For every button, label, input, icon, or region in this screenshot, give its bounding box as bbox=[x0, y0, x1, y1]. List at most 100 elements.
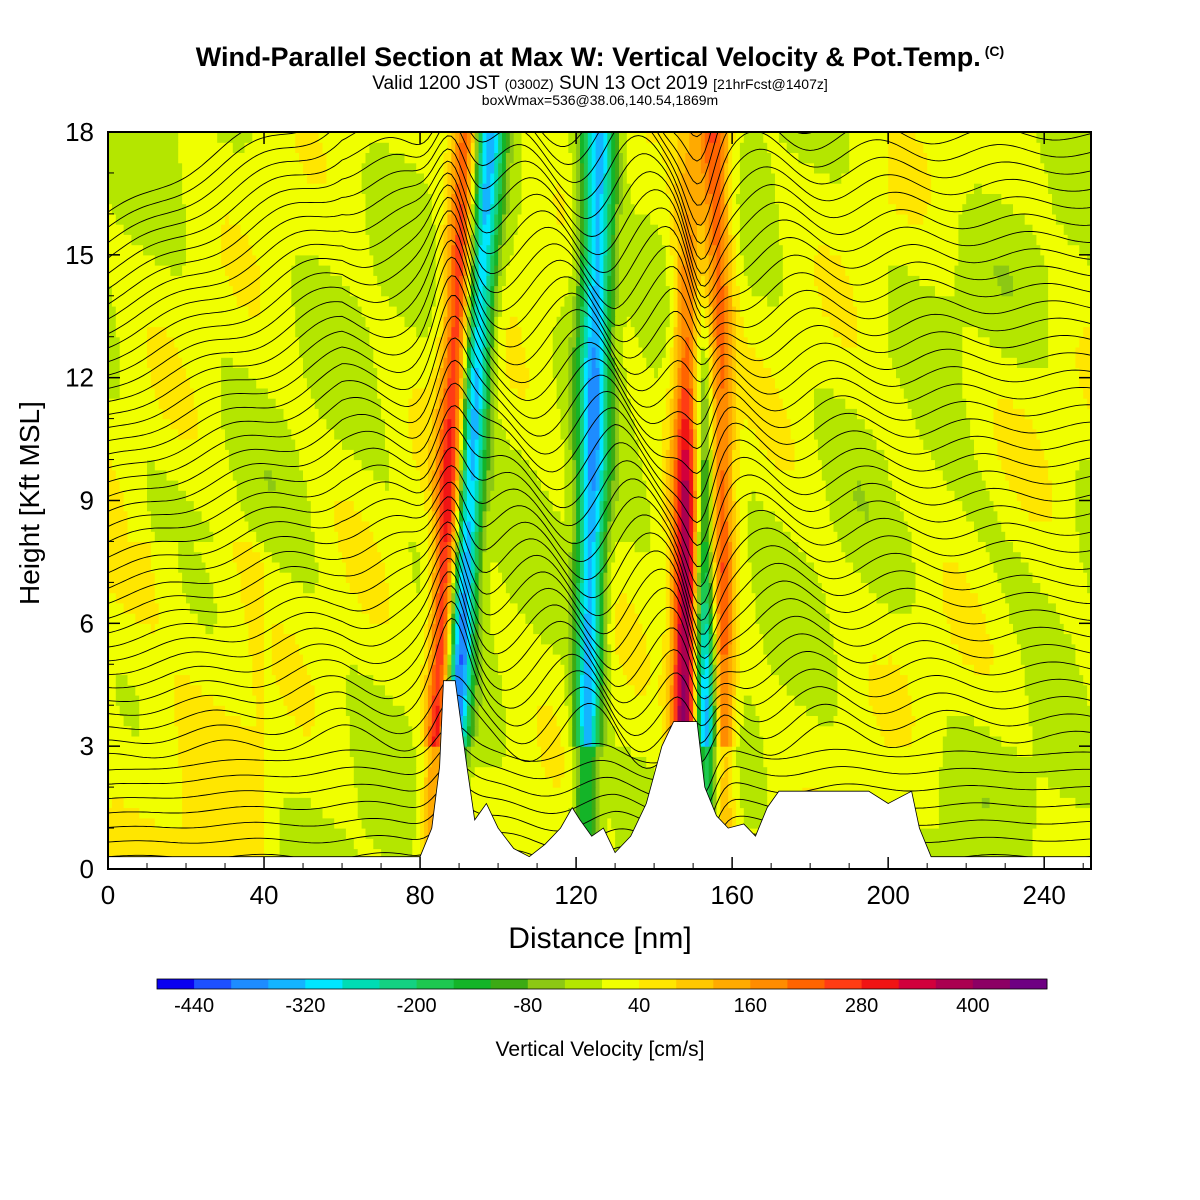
colorbar-swatch bbox=[861, 979, 900, 989]
velocity-cell bbox=[720, 797, 729, 809]
velocity-cell bbox=[470, 735, 476, 747]
velocity-cell bbox=[377, 377, 429, 389]
velocity-cell bbox=[673, 664, 679, 676]
velocity-cell bbox=[1087, 582, 1091, 594]
velocity-cell bbox=[669, 572, 675, 583]
velocity-cell bbox=[837, 654, 874, 665]
velocity-cell bbox=[186, 213, 226, 225]
velocity-cell bbox=[689, 418, 694, 430]
velocity-cell bbox=[583, 183, 589, 194]
velocity-cell bbox=[178, 725, 265, 737]
velocity-cell bbox=[716, 756, 721, 768]
velocity-cell bbox=[470, 398, 476, 409]
velocity-cell bbox=[583, 367, 589, 379]
velocity-cell bbox=[517, 316, 558, 328]
velocity-cell bbox=[361, 172, 425, 184]
velocity-cell bbox=[470, 306, 476, 317]
velocity-cell bbox=[486, 500, 491, 512]
velocity-cell bbox=[677, 623, 682, 635]
velocity-cell bbox=[732, 787, 741, 798]
velocity-cell bbox=[966, 572, 998, 583]
velocity-cell bbox=[443, 336, 448, 348]
velocity-cell bbox=[759, 623, 831, 635]
velocity-cell bbox=[466, 592, 472, 604]
velocity-cell bbox=[611, 582, 667, 594]
velocity-cell bbox=[927, 152, 1041, 164]
velocity-cell bbox=[607, 193, 612, 205]
velocity-cell bbox=[677, 684, 682, 696]
velocity-cell bbox=[466, 705, 472, 716]
velocity-cell bbox=[673, 602, 679, 614]
velocity-cell bbox=[478, 172, 484, 184]
velocity-cell bbox=[607, 408, 612, 420]
velocity-cell bbox=[669, 705, 675, 716]
isentrope-line bbox=[108, 224, 1091, 402]
velocity-cell bbox=[619, 234, 663, 246]
velocity-cell bbox=[486, 142, 495, 153]
velocity-cell bbox=[154, 459, 230, 471]
velocity-cell bbox=[888, 306, 1049, 317]
velocity-cell bbox=[568, 674, 573, 686]
velocity-cell bbox=[673, 387, 679, 399]
velocity-cell bbox=[147, 500, 195, 512]
velocity-cell bbox=[576, 572, 581, 583]
velocity-cell bbox=[946, 613, 987, 624]
velocity-cell bbox=[872, 705, 913, 716]
velocity-cell bbox=[361, 510, 429, 522]
velocity-cell bbox=[591, 480, 597, 491]
velocity-cell bbox=[486, 490, 491, 502]
velocity-cell bbox=[673, 295, 679, 307]
velocity-cell bbox=[736, 254, 745, 266]
velocity-cell bbox=[451, 480, 456, 491]
velocity-cell bbox=[599, 531, 604, 542]
velocity-cell bbox=[677, 387, 682, 399]
velocity-cell bbox=[607, 275, 612, 287]
velocity-cell bbox=[700, 428, 710, 440]
velocity-cell bbox=[685, 234, 694, 246]
velocity-cell bbox=[564, 439, 569, 450]
velocity-cell bbox=[728, 633, 733, 645]
velocity-cell bbox=[896, 490, 956, 502]
velocity-cell bbox=[580, 582, 585, 594]
velocity-cell bbox=[470, 705, 476, 716]
velocity-cell bbox=[580, 162, 585, 174]
velocity-cell bbox=[463, 551, 472, 563]
velocity-cell bbox=[568, 275, 577, 287]
velocity-cell bbox=[189, 602, 218, 614]
velocity-cell bbox=[720, 715, 729, 727]
velocity-cell bbox=[681, 275, 694, 287]
velocity-cell bbox=[739, 766, 768, 778]
colorbar-swatch bbox=[935, 979, 974, 989]
velocity-cell bbox=[693, 398, 698, 409]
velocity-cell bbox=[677, 480, 682, 491]
velocity-cell bbox=[470, 295, 476, 307]
velocity-cell bbox=[1028, 705, 1091, 716]
velocity-cell bbox=[615, 295, 620, 307]
velocity-cell bbox=[513, 152, 523, 164]
isentrope-line bbox=[108, 132, 1091, 290]
velocity-cell bbox=[857, 408, 913, 420]
velocity-cell bbox=[736, 684, 788, 696]
velocity-cell bbox=[451, 613, 456, 624]
velocity-cell bbox=[595, 633, 601, 645]
velocity-cell bbox=[677, 336, 682, 348]
velocity-cell bbox=[732, 357, 737, 368]
velocity-cell bbox=[447, 377, 456, 389]
colorbar-swatch bbox=[194, 979, 232, 989]
velocity-cell bbox=[704, 725, 710, 737]
velocity-cell bbox=[693, 326, 698, 338]
velocity-cell bbox=[989, 725, 1034, 737]
velocity-cell bbox=[474, 316, 480, 328]
velocity-cell bbox=[221, 418, 288, 430]
velocity-cell bbox=[353, 766, 417, 778]
velocity-cell bbox=[111, 295, 238, 307]
velocity-cell bbox=[720, 275, 725, 287]
velocity-cell bbox=[474, 582, 480, 594]
velocity-cell bbox=[474, 510, 480, 522]
velocity-cell bbox=[494, 275, 499, 287]
velocity-cell bbox=[537, 705, 554, 716]
velocity-cell bbox=[568, 336, 577, 348]
velocity-cell bbox=[907, 521, 975, 532]
velocity-cell bbox=[147, 459, 156, 471]
velocity-cell bbox=[591, 735, 597, 747]
